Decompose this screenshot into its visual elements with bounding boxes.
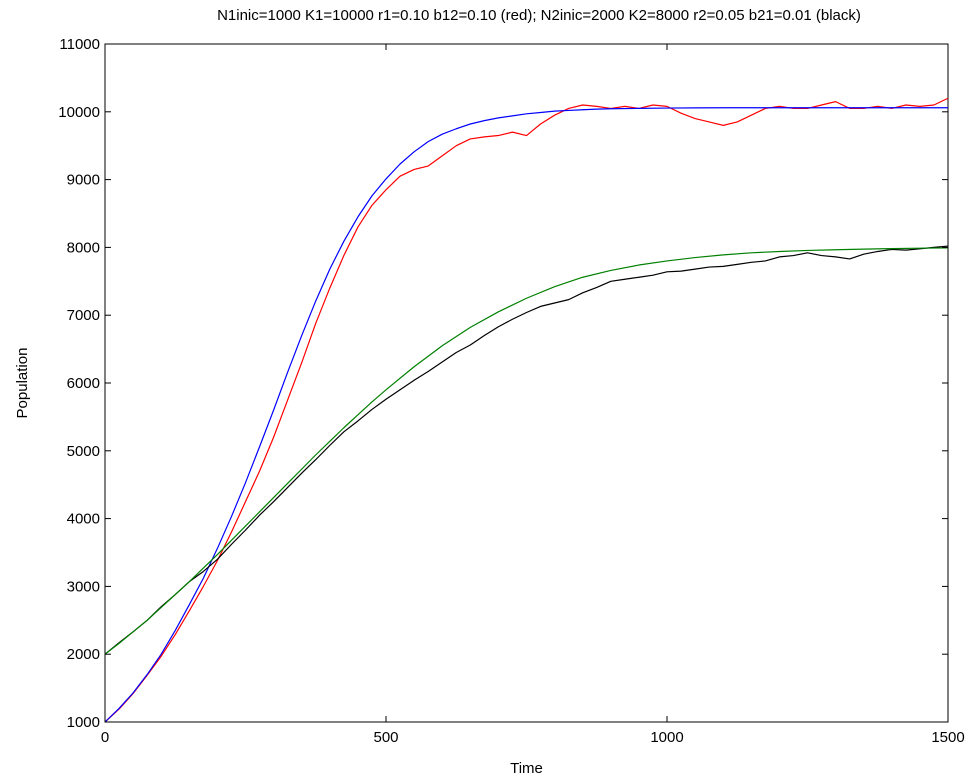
y-tick-label: 2000 — [67, 646, 100, 663]
y-tick-label: 7000 — [67, 307, 100, 324]
y-axis-label: Population — [14, 348, 31, 419]
y-tick-label: 8000 — [67, 239, 100, 256]
tick-layer: 0 500 1000 1500 1000 2000 3000 4000 5000 6000 7000… — [58, 36, 964, 746]
series-line-1 — [104, 97, 949, 723]
x-tick-label: 1500 — [931, 729, 964, 746]
y-tick-label: 1000 — [67, 714, 100, 731]
x-tick-label: 1000 — [650, 729, 683, 746]
series-line-3 — [104, 245, 949, 655]
x-tick-label: 500 — [373, 729, 398, 746]
y-tick-label: 6000 — [67, 375, 100, 392]
series-layer — [104, 97, 949, 723]
y-tick-label: 4000 — [67, 511, 100, 528]
chart-title: N1inic=1000 K1=10000 r1=0.10 b12=0.10 (r… — [217, 7, 861, 24]
y-tick-label: 10000 — [58, 104, 100, 121]
x-tick-label: 0 — [101, 729, 109, 746]
y-tick-label: 5000 — [67, 443, 100, 460]
series-line-4 — [104, 247, 949, 655]
series-line-2 — [104, 107, 948, 723]
x-axis-label: Time — [510, 760, 543, 777]
y-tick-label: 3000 — [67, 578, 100, 595]
y-tick-label: 11000 — [59, 36, 100, 53]
y-tick-label: 9000 — [67, 172, 100, 189]
plot-area — [104, 43, 949, 723]
